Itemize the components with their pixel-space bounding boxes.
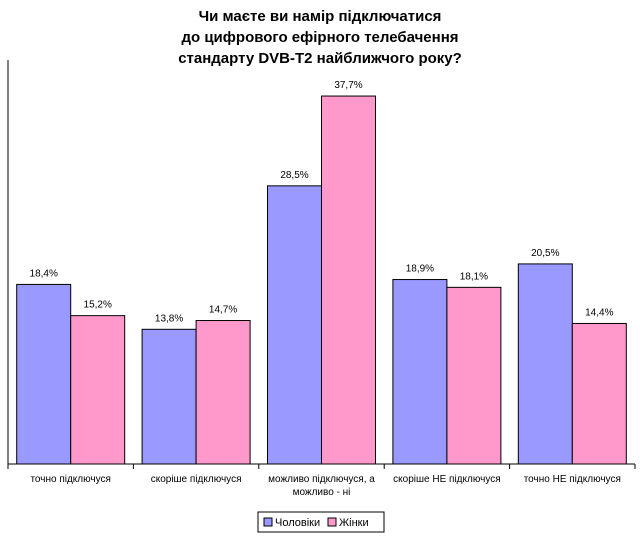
legend-label: Жінки	[339, 517, 369, 529]
bar-series-1	[141, 328, 197, 465]
data-label: 18,4%	[30, 268, 58, 279]
chart-title-line: стандарту DVB-T2 найближчого року?	[178, 50, 462, 67]
legend-box	[257, 511, 385, 533]
category-label: можливо підключуся, а можливо - ні	[268, 474, 375, 498]
category-label: точно підключуся	[30, 474, 110, 485]
chart-title: Чи маєте ви намір підключатися до цифров…	[0, 6, 640, 69]
category-label: точно НЕ підключуся	[524, 474, 621, 485]
legend-swatch	[263, 517, 273, 527]
data-label: 14,4%	[585, 307, 613, 318]
bar-series-1	[267, 185, 322, 465]
bar-series-2	[70, 315, 126, 465]
category-label: скоріше підключуся	[151, 474, 242, 485]
data-label: 15,2%	[84, 300, 112, 311]
legend-label: Чоловіки	[275, 517, 320, 529]
bar-series-2	[446, 286, 502, 465]
data-label: 28,5%	[280, 170, 308, 181]
bar-series-1	[517, 263, 573, 465]
data-label: 18,9%	[406, 264, 434, 275]
data-label: 37,7%	[334, 80, 362, 91]
bar-series-2	[571, 322, 627, 465]
data-label: 20,5%	[531, 248, 559, 259]
category-label: скоріше НЕ підключуся	[393, 474, 500, 485]
axis-group	[7, 60, 636, 469]
data-label: 13,8%	[155, 313, 183, 324]
bar-series-2	[321, 95, 376, 465]
bar-series-1	[16, 283, 72, 465]
legend-swatch	[327, 517, 337, 527]
legend: Чоловіки Жінки	[257, 511, 385, 533]
data-labels-group: 18,4% 15,2% 13,8% 14,7% 28,5% 37,7% 18,9% 18,1%…	[30, 80, 614, 324]
chart-title-line: до цифрового ефірного телебачення	[181, 29, 459, 46]
chart-title-line: Чи маєте ви намір підключатися	[198, 8, 442, 25]
data-label: 14,7%	[209, 305, 237, 316]
bars-group	[16, 95, 627, 465]
bar-series-1	[392, 279, 448, 465]
bar-series-2	[195, 320, 251, 465]
category-labels-group: точно підключуся скоріше підключуся можлив…	[30, 474, 620, 498]
data-label: 18,1%	[460, 271, 488, 282]
